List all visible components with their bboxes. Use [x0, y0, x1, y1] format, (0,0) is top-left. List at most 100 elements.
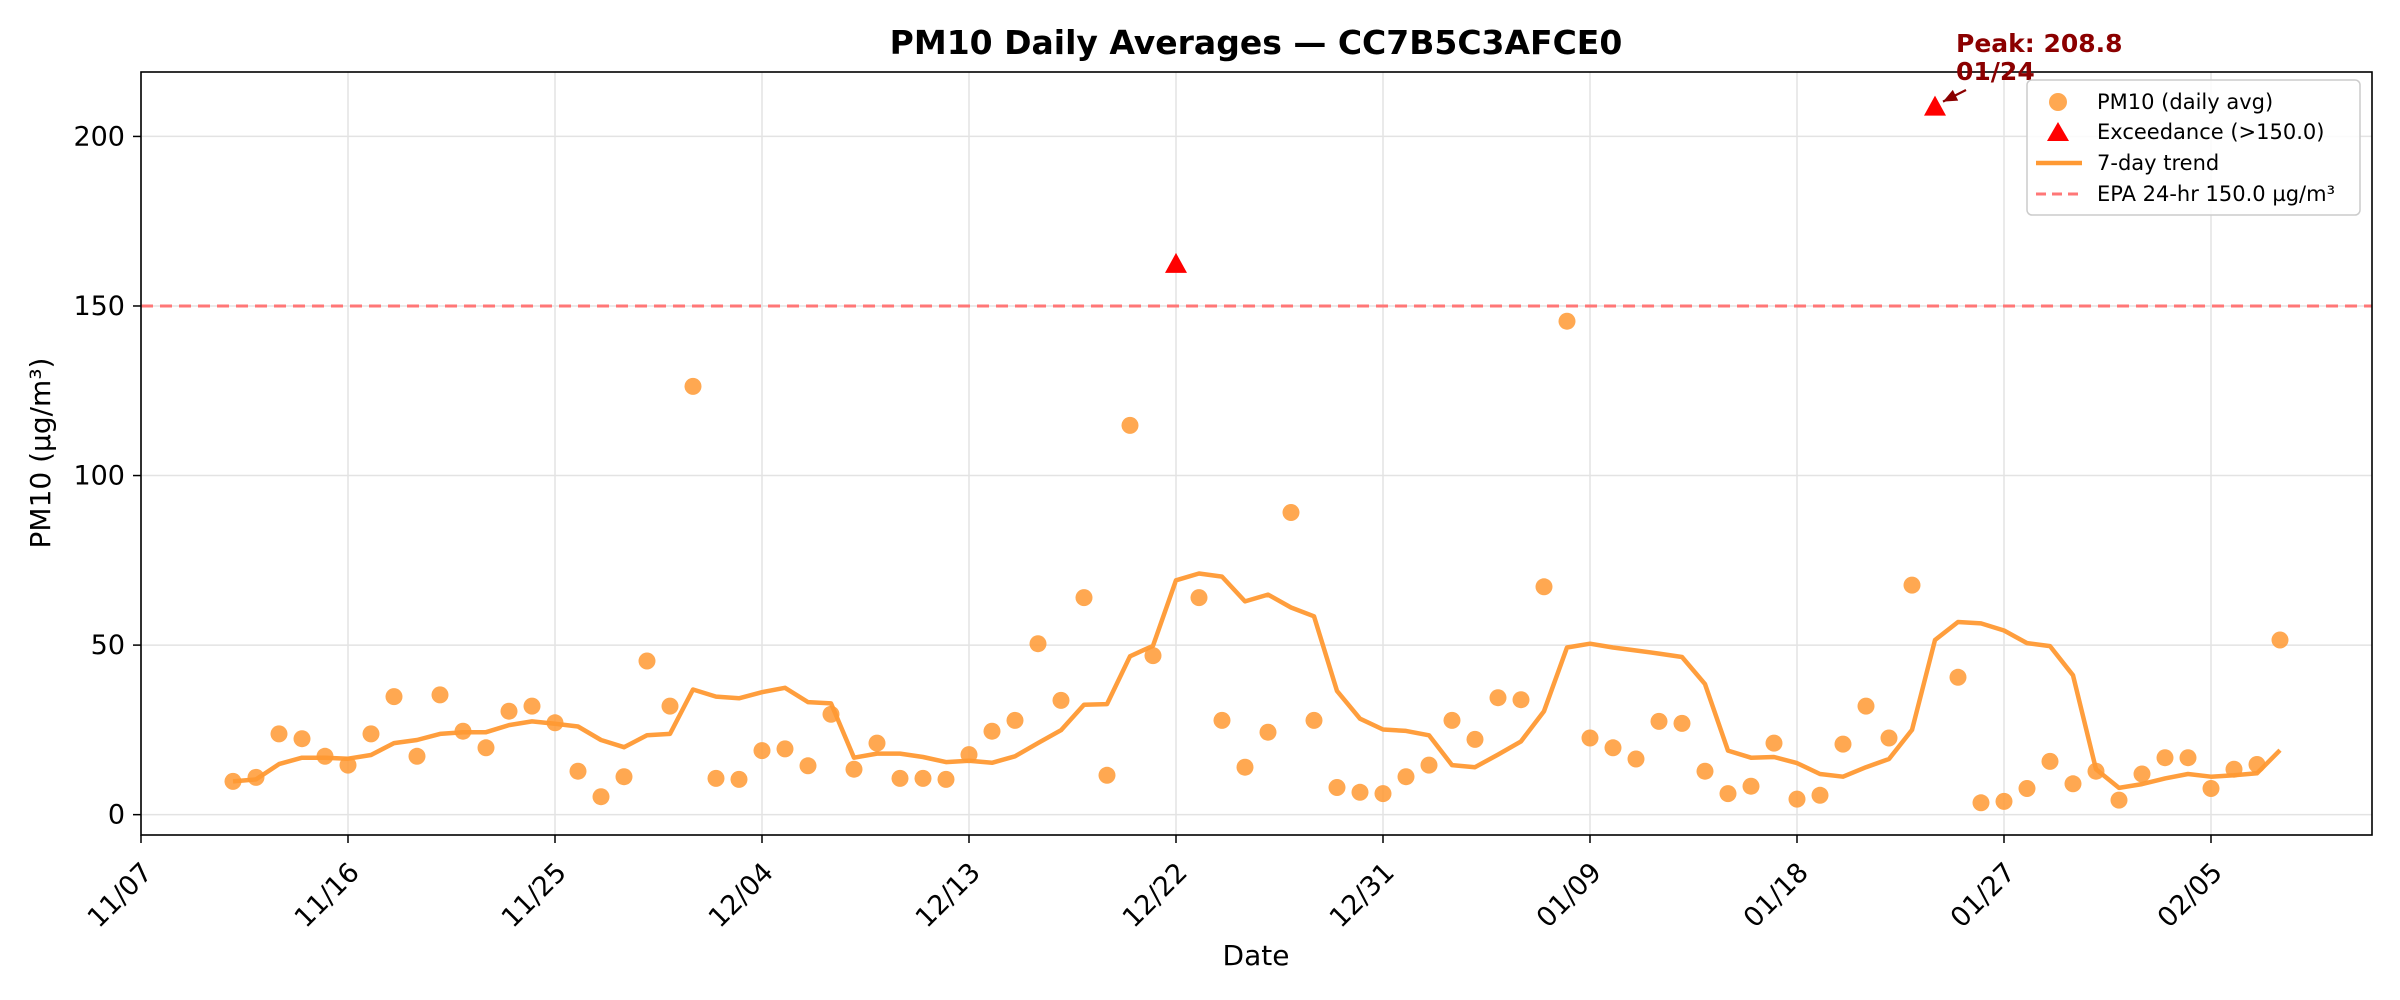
- data-point: [1949, 668, 1967, 686]
- data-point: [1558, 312, 1576, 330]
- data-point: [1190, 589, 1208, 607]
- data-point: [1857, 697, 1875, 715]
- legend-label-exceedance: Exceedance (>150.0): [2097, 120, 2324, 144]
- data-point: [1305, 711, 1323, 729]
- data-point: [1880, 729, 1898, 747]
- data-point: [546, 714, 564, 732]
- data-point: [247, 768, 265, 786]
- data-point: [1213, 711, 1231, 729]
- data-point: [2133, 765, 2151, 783]
- data-point: [1489, 689, 1507, 707]
- legend-label-points: PM10 (daily avg): [2097, 90, 2273, 114]
- data-point: [1443, 711, 1461, 729]
- data-point: [1075, 589, 1093, 607]
- data-point: [638, 652, 656, 670]
- data-point: [1351, 783, 1369, 801]
- data-point: [385, 688, 403, 706]
- data-point: [1742, 777, 1760, 795]
- data-point: [1006, 711, 1024, 729]
- data-point: [1972, 794, 1990, 812]
- data-point: [1052, 691, 1070, 709]
- exceedance-point: [1924, 95, 1946, 116]
- y-tick-label: 150: [73, 291, 125, 322]
- y-axis-title: PM10 (µg/m³): [24, 358, 57, 549]
- data-point: [1673, 714, 1691, 732]
- data-point: [684, 377, 702, 395]
- data-point: [1259, 723, 1277, 741]
- data-point: [1535, 578, 1553, 596]
- y-tick-label: 0: [108, 800, 125, 831]
- data-point: [316, 747, 334, 765]
- data-point: [1282, 504, 1300, 521]
- exceedance-point: [1165, 252, 1187, 273]
- peak-annotation-date: 01/24: [1956, 57, 2035, 86]
- data-point: [1512, 691, 1530, 709]
- data-point: [2202, 780, 2220, 797]
- data-point: [270, 725, 288, 743]
- data-point: [2156, 749, 2174, 767]
- data-point: [1903, 576, 1921, 594]
- exceedance-markers: [1165, 95, 1946, 273]
- data-point: [2018, 780, 2036, 797]
- data-point: [1811, 786, 1829, 804]
- data-point: [1466, 730, 1484, 748]
- data-point: [339, 756, 357, 774]
- data-point: [592, 788, 610, 806]
- trend-line: [232, 571, 2282, 791]
- chart-title: PM10 Daily Averages — CC7B5C3AFCE0: [890, 23, 1623, 62]
- y-tick-label: 50: [91, 630, 125, 661]
- data-point: [1420, 756, 1438, 774]
- x-axis-title: Date: [1223, 939, 1290, 972]
- data-point: [845, 760, 863, 778]
- data-point: [569, 762, 587, 780]
- data-point: [707, 769, 725, 787]
- data-point: [1650, 712, 1668, 730]
- data-point: [615, 768, 633, 786]
- data-point: [2041, 752, 2059, 770]
- scatter-points: [224, 312, 2289, 812]
- data-point: [2179, 749, 2197, 767]
- data-point: [1627, 750, 1645, 768]
- data-point: [454, 722, 472, 740]
- data-point: [983, 722, 1001, 740]
- legend-box: [2026, 79, 2361, 216]
- data-point: [2271, 631, 2289, 649]
- data-point: [1397, 768, 1415, 786]
- data-point: [500, 702, 518, 720]
- data-point: [2110, 791, 2128, 809]
- plot-frame: [140, 71, 2373, 836]
- data-point: [1765, 734, 1783, 752]
- data-point: [523, 697, 541, 715]
- data-point: [868, 734, 886, 752]
- data-point: [2225, 760, 2243, 778]
- legend: PM10 (daily avg) Exceedance (>150.0) 7-d…: [2026, 79, 2361, 216]
- data-point: [431, 686, 449, 704]
- data-point: [1834, 735, 1852, 753]
- data-point: [2064, 775, 2082, 793]
- y-axis-ticks: 0 50 100 150 200: [73, 121, 141, 831]
- data-point: [1328, 779, 1346, 796]
- legend-swatch-points: [2049, 93, 2067, 111]
- data-point: [730, 770, 748, 788]
- peak-annotation-arrowhead: [1943, 89, 1959, 102]
- data-point: [799, 757, 817, 775]
- data-point: [891, 769, 909, 787]
- data-point: [2087, 762, 2105, 780]
- data-point: [914, 769, 932, 787]
- data-point: [1995, 792, 2013, 810]
- data-point: [1696, 762, 1714, 780]
- data-point: [1236, 758, 1254, 776]
- data-point: [1098, 766, 1116, 784]
- peak-annotation-value: Peak: 208.8: [1956, 29, 2123, 58]
- data-point: [822, 705, 840, 723]
- data-point: [1144, 647, 1162, 665]
- data-point: [477, 739, 495, 757]
- data-point: [224, 772, 242, 790]
- legend-swatch-exceedance: [2047, 122, 2069, 141]
- data-point: [776, 740, 794, 758]
- legend-label-trend: 7-day trend: [2097, 151, 2219, 175]
- data-point: [362, 725, 380, 743]
